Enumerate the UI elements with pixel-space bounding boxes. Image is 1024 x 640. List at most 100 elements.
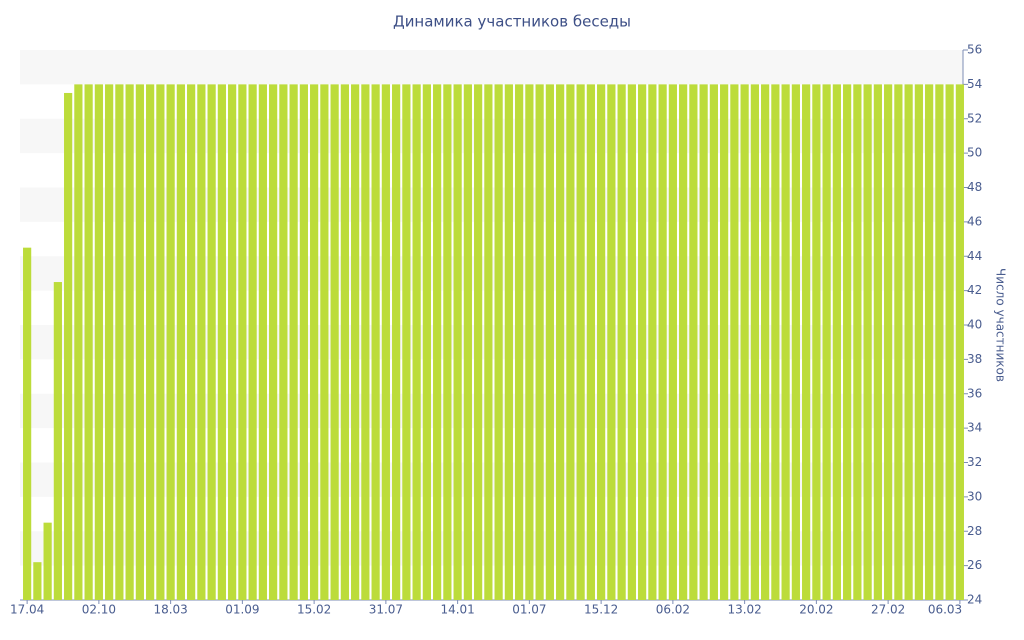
y-tick-label: 52 [967,111,982,125]
x-tick-label: 06.02 [656,603,690,617]
bar [392,84,401,600]
y-tick-label: 24 [967,593,982,607]
y-tick-label: 46 [967,214,982,228]
bar [258,84,267,600]
bar [843,84,852,600]
bar [720,84,729,600]
x-tick-label: 15.02 [297,603,331,617]
bar [935,84,944,600]
chart-title: Динамика участников беседы [393,13,631,31]
y-tick-label: 48 [967,180,982,194]
y-tick-label: 42 [967,283,982,297]
bar [207,84,216,600]
bar [566,84,575,600]
bar [802,84,811,600]
bar [84,84,93,600]
y-tick-label: 28 [967,524,982,538]
bar [176,84,185,600]
bar [638,84,647,600]
bar [166,84,175,600]
bar [340,84,349,600]
bar [750,84,759,600]
bar [627,84,636,600]
bar [781,84,790,600]
bar [228,84,237,600]
bar [361,84,370,600]
bar [812,84,821,600]
bar [320,84,329,600]
bar [105,84,114,600]
bar [925,84,934,600]
bar [873,84,882,600]
bar [545,84,554,600]
bar [217,84,226,600]
y-tick-label: 34 [967,421,982,435]
x-tick-label: 18.03 [153,603,187,617]
bar [53,282,62,600]
bar [648,84,657,600]
x-tick-label: 27.02 [871,603,905,617]
bar [679,84,688,600]
bar [351,84,360,600]
bar [248,84,257,600]
bar [197,84,206,600]
bar [299,84,308,600]
bar [269,84,278,600]
bar [125,84,134,600]
bar [740,84,749,600]
bar [412,84,421,600]
bar [433,84,442,600]
x-tick-label: 13.02 [727,603,761,617]
x-tick-label: 14.01 [440,603,474,617]
bar [853,84,862,600]
y-tick-label: 38 [967,352,982,366]
y-tick-label: 26 [967,558,982,572]
x-tick-label: 01.07 [512,603,546,617]
bar [535,84,544,600]
bar [74,84,83,600]
x-tick-label: 01.09 [225,603,259,617]
y-tick-label: 36 [967,386,982,400]
y-tick-label: 40 [967,318,982,332]
bar [238,84,247,600]
bar [33,562,42,600]
bar [668,84,677,600]
bar [658,84,667,600]
bar [422,84,431,600]
bar [494,84,503,600]
bar [515,84,524,600]
bar [23,247,32,600]
bar [556,84,565,600]
bar [914,84,923,600]
bar [525,84,534,600]
bar [607,84,616,600]
x-tick-label: 17.04 [10,603,44,617]
bar [576,84,585,600]
bar [484,84,493,600]
bar [863,84,872,600]
bar [586,84,595,600]
bar [156,84,165,600]
bar [381,84,390,600]
y-tick-label: 44 [967,249,982,263]
bar [617,84,626,600]
bar [443,84,452,600]
bar [689,84,698,600]
bar [371,84,380,600]
bar [289,84,298,600]
grid-band [20,50,963,85]
bar [115,84,124,600]
bar [597,84,606,600]
bar [474,84,483,600]
x-tick-label: 06.03 [928,603,962,617]
bar [904,84,913,600]
bar [453,84,462,600]
y-tick-label: 54 [967,77,982,91]
bar [146,84,155,600]
bar [761,84,770,600]
bar [709,84,718,600]
bar [463,84,472,600]
bar [822,84,831,600]
y-tick-label: 56 [967,43,982,57]
